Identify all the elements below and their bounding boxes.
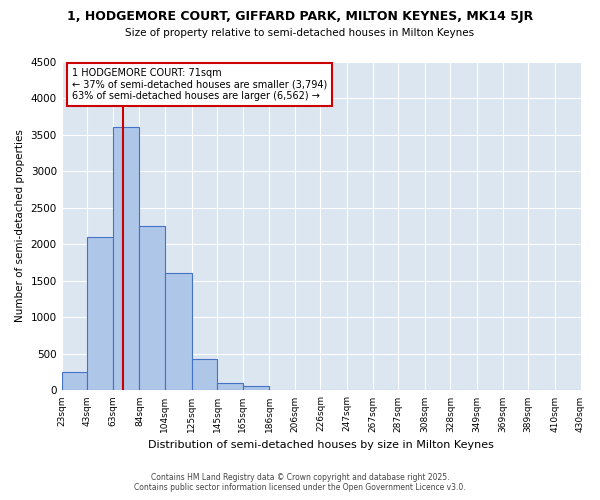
- Bar: [191, 359, 217, 390]
- Text: 1 HODGEMORE COURT: 71sqm
← 37% of semi-detached houses are smaller (3,794)
63% o: 1 HODGEMORE COURT: 71sqm ← 37% of semi-d…: [72, 68, 327, 102]
- X-axis label: Distribution of semi-detached houses by size in Milton Keynes: Distribution of semi-detached houses by …: [148, 440, 494, 450]
- Text: Contains HM Land Registry data © Crown copyright and database right 2025.
Contai: Contains HM Land Registry data © Crown c…: [134, 473, 466, 492]
- Text: 1, HODGEMORE COURT, GIFFARD PARK, MILTON KEYNES, MK14 5JR: 1, HODGEMORE COURT, GIFFARD PARK, MILTON…: [67, 10, 533, 23]
- Bar: [62, 372, 87, 390]
- Bar: [139, 226, 165, 390]
- Bar: [217, 383, 242, 390]
- Y-axis label: Number of semi-detached properties: Number of semi-detached properties: [15, 130, 25, 322]
- Bar: [165, 274, 191, 390]
- Bar: [242, 386, 269, 390]
- Text: Size of property relative to semi-detached houses in Milton Keynes: Size of property relative to semi-detach…: [125, 28, 475, 38]
- Bar: [87, 237, 113, 390]
- Bar: [113, 128, 139, 390]
